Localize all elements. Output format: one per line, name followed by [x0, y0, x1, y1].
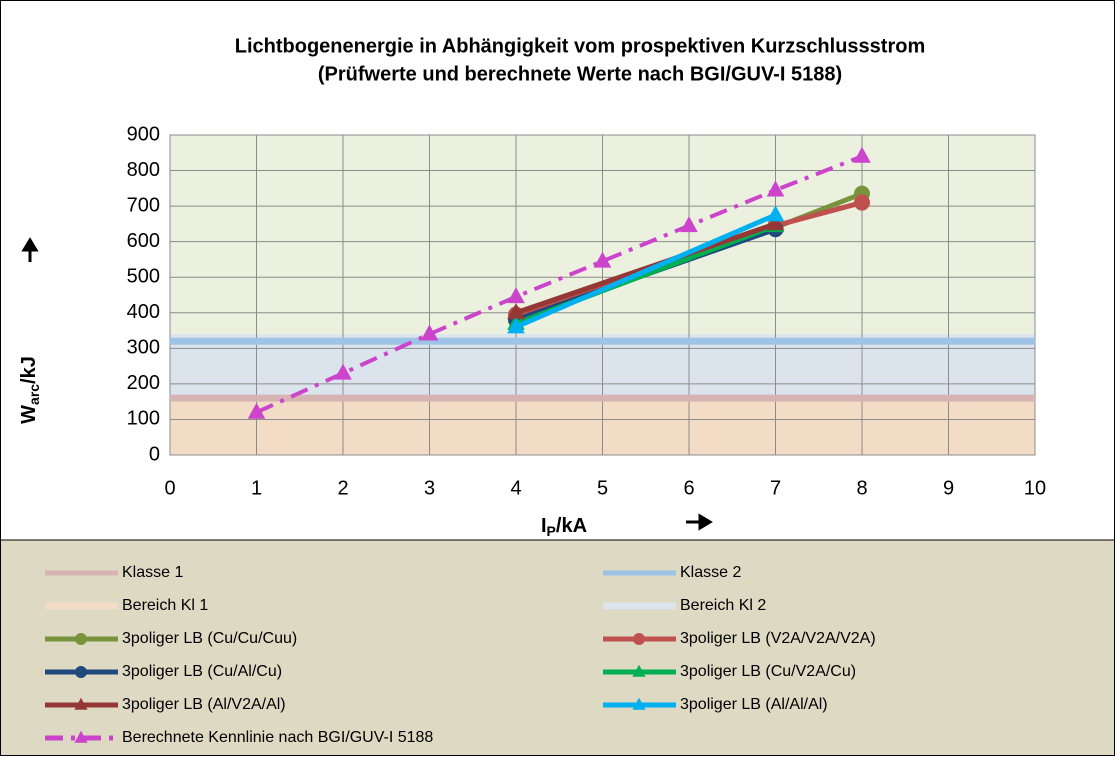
marker — [507, 287, 525, 304]
marker — [75, 666, 87, 678]
legend-label: Klasse 2 — [680, 564, 741, 581]
legend-label: 3poliger LB (V2A/V2A/V2A) — [680, 630, 876, 647]
y-tick-label: 200 — [127, 372, 160, 394]
x-label-sub: P — [547, 523, 556, 539]
series-line — [255, 154, 863, 415]
x-axis-label: IP/kA — [541, 515, 587, 538]
x-tick-label: 4 — [510, 477, 521, 499]
marker — [766, 205, 785, 222]
y-tick-label: 0 — [149, 443, 160, 465]
marker — [633, 633, 645, 645]
series-line — [515, 212, 777, 330]
marker — [75, 633, 87, 645]
y-tick-label: 600 — [127, 230, 160, 252]
legend-box — [0, 539, 1115, 756]
y-tick-label: 300 — [127, 337, 160, 359]
x-label-main: I — [541, 515, 547, 537]
marker — [680, 216, 698, 233]
marker — [74, 697, 88, 710]
marker — [247, 402, 266, 419]
legend-label: 3poliger LB (Cu/V2A/Cu) — [680, 663, 856, 680]
x-tick-label: 8 — [856, 477, 867, 499]
marker — [632, 664, 646, 677]
marker — [632, 697, 646, 710]
marker — [853, 146, 871, 163]
y-tick-label: 700 — [127, 194, 160, 216]
legend: Klasse 1 Klasse 2 Bereich Kl 1 Bereich Kl 2… — [45, 564, 876, 746]
x-arrow — [686, 513, 713, 531]
chart-subtitle: (Prüfwerte und berechnete Werte nach BGI… — [318, 63, 842, 85]
y-label-main: W — [18, 405, 40, 424]
x-tick-label: 5 — [597, 477, 608, 499]
x-tick-label: 0 — [164, 477, 175, 499]
y-label-sub: arc — [26, 384, 42, 405]
marker — [766, 214, 785, 231]
x-tick-label: 7 — [770, 477, 781, 499]
y-axis-label: Warc/kJ — [18, 356, 41, 424]
x-tick-label: 9 — [943, 477, 954, 499]
marker — [507, 303, 525, 320]
x-tick-label: 2 — [337, 477, 348, 499]
y-tick-label: 800 — [127, 159, 160, 181]
legend-label: 3poliger LB (Cu/Al/Cu) — [122, 663, 282, 680]
marker — [507, 317, 525, 334]
legend-label: Klasse 1 — [122, 564, 183, 581]
x-tick-label: 10 — [1024, 477, 1046, 499]
x-tick-label: 3 — [424, 477, 435, 499]
x-tick-label: 1 — [251, 477, 262, 499]
x-label-unit: /kA — [556, 515, 587, 537]
legend-label: Bereich Kl 1 — [122, 597, 208, 614]
plot: 0 100 200 300 400 500 600 700 800 900 0 1 2 3 4 5 6 7 8 9 10 — [127, 123, 1047, 499]
y-label-unit: /kJ — [18, 356, 40, 384]
y-tick-label: 100 — [127, 408, 160, 430]
marker — [766, 180, 785, 197]
marker — [334, 363, 352, 380]
marker — [74, 730, 88, 743]
legend-label: 3poliger LB (Cu/Cu/Cuu) — [122, 630, 297, 647]
marker — [420, 324, 439, 341]
y-tick-label: 400 — [127, 301, 160, 323]
legend-label: Bereich Kl 2 — [680, 597, 766, 614]
legend-label: 3poliger LB (Al/Al/Al) — [680, 696, 828, 713]
marker — [854, 194, 870, 211]
legend-label: Berechnete Kennlinie nach BGI/GUV-I 5188 — [122, 729, 433, 746]
marker — [593, 251, 612, 268]
y-tick-label: 500 — [127, 266, 160, 288]
y-tick-label: 900 — [127, 123, 160, 145]
legend-label: 3poliger LB (Al/V2A/Al) — [122, 696, 286, 713]
chart-title: Lichtbogenenergie in Abhängigkeit vom pr… — [235, 35, 926, 57]
plot-border — [169, 134, 1036, 456]
x-tick-label: 6 — [683, 477, 694, 499]
y-arrow — [21, 237, 39, 262]
